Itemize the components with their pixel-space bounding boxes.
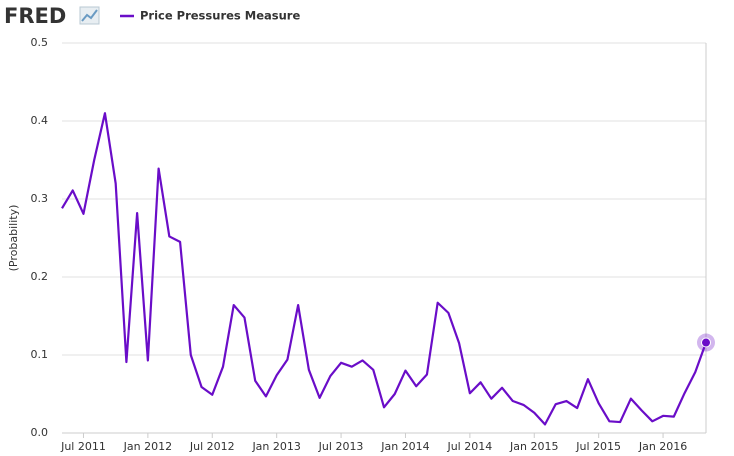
x-tick-label: Jul 2012 — [189, 440, 235, 453]
y-tick-label: 0.1 — [31, 348, 49, 361]
x-tick-label: Jul 2015 — [575, 440, 621, 453]
last-point — [701, 337, 711, 348]
x-tick-label: Jan 2015 — [509, 440, 558, 453]
legend-label: Price Pressures Measure — [140, 9, 300, 23]
x-tick-label: Jan 2013 — [251, 440, 300, 453]
logo: FRED — [4, 4, 66, 28]
x-tick-label: Jan 2014 — [380, 440, 429, 453]
y-axis-label: (Probability) — [7, 205, 20, 272]
x-tick-label: Jul 2014 — [446, 440, 492, 453]
x-tick-label: Jul 2013 — [318, 440, 364, 453]
y-tick-label: 0.3 — [31, 192, 49, 205]
y-tick-label: 0.4 — [31, 114, 49, 127]
y-tick-label: 0.2 — [31, 270, 49, 283]
data-line — [61, 112, 708, 426]
x-tick-label: Jul 2011 — [60, 440, 106, 453]
logo-icon — [79, 6, 100, 25]
y-tick-label: 0.5 — [31, 36, 49, 49]
y-tick-label: 0.0 — [31, 426, 49, 439]
x-tick-label: Jan 2012 — [123, 440, 172, 453]
x-tick-label: Jan 2016 — [638, 440, 687, 453]
